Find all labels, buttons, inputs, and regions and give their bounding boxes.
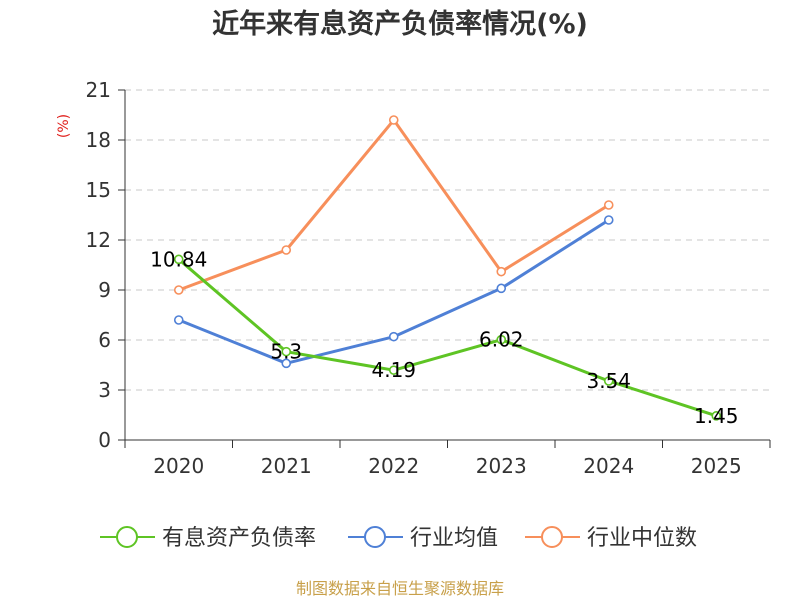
legend-label: 行业均值 — [410, 526, 498, 551]
data-point — [281, 346, 292, 357]
x-tick-label: 2021 — [261, 454, 312, 478]
data-point — [496, 266, 507, 277]
data-label: 5.3 — [270, 340, 302, 364]
axes: 0 3 6 9 12 15 18 21 2020 2021 2022 2023 2024 2025 — [86, 78, 771, 478]
data-labels: 10.84 5.3 4.19 6.02 3.54 1.45 — [150, 247, 738, 428]
y-tick-label: 12 — [86, 228, 111, 252]
y-tick-label: 6 — [98, 328, 111, 352]
series-lines — [173, 115, 722, 421]
data-point — [603, 200, 614, 210]
data-point — [496, 283, 507, 294]
data-label: 4.19 — [371, 358, 416, 382]
y-tick-label: 21 — [86, 78, 111, 102]
y-tick-label: 0 — [98, 428, 111, 452]
data-label: 1.45 — [694, 404, 739, 428]
series-line — [177, 258, 717, 418]
grid-lines — [125, 89, 770, 391]
legend-marker — [116, 526, 138, 548]
data-point — [388, 115, 399, 125]
data-point — [173, 285, 184, 295]
chart-title: 近年来有息资产负债率情况(%) — [212, 8, 588, 40]
data-label: 6.02 — [479, 328, 524, 352]
y-tick-label: 15 — [86, 178, 111, 202]
x-tick-label: 2024 — [583, 454, 634, 478]
x-tick-label: 2025 — [691, 454, 742, 478]
data-point — [496, 334, 507, 345]
x-tick-label: 2022 — [368, 454, 419, 478]
y-tick-label: 18 — [86, 128, 111, 152]
legend: 有息资产负债率 行业均值 行业中位数 — [100, 526, 697, 551]
data-point — [281, 358, 292, 369]
data-label: 3.54 — [586, 369, 631, 393]
data-point — [173, 315, 184, 325]
data-point — [281, 245, 292, 255]
data-point — [173, 254, 184, 265]
y-tick-label: 3 — [98, 378, 111, 402]
legend-label: 有息资产负债率 — [162, 526, 316, 551]
series-line — [178, 218, 610, 365]
data-point — [711, 411, 722, 421]
legend-label: 行业中位数 — [587, 526, 697, 551]
data-point — [388, 331, 399, 342]
y-tick-label: 9 — [98, 278, 111, 302]
y-axis-unit-label: (%) — [56, 114, 72, 138]
data-point — [388, 365, 399, 375]
data-point — [603, 215, 614, 225]
data-point — [603, 376, 614, 386]
series-line — [178, 118, 610, 292]
data-label: 10.84 — [150, 247, 207, 271]
x-tick-label: 2020 — [153, 454, 204, 478]
legend-marker — [541, 526, 563, 548]
x-tick-label: 2023 — [476, 454, 527, 478]
legend-marker — [364, 526, 386, 548]
source-note: 制图数据来自恒生聚源数据库 — [296, 579, 504, 598]
